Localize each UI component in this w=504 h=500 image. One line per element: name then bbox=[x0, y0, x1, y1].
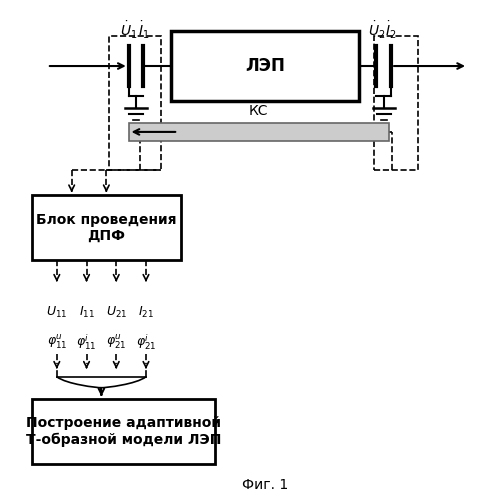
Text: $\varphi_{21}^{u}$: $\varphi_{21}^{u}$ bbox=[106, 333, 127, 350]
Text: $\varphi_{21}^{i}$: $\varphi_{21}^{i}$ bbox=[136, 332, 156, 351]
Text: $\varphi_{11}^{i}$: $\varphi_{11}^{i}$ bbox=[76, 332, 97, 351]
Text: $\dot{I}_2$: $\dot{I}_2$ bbox=[386, 20, 397, 41]
Text: $I_{21}$: $I_{21}$ bbox=[138, 304, 154, 320]
Text: $I_{11}$: $I_{11}$ bbox=[79, 304, 95, 320]
Text: КС: КС bbox=[249, 104, 269, 118]
Text: Построение адаптивной
Т-образной модели ЛЭП: Построение адаптивной Т-образной модели … bbox=[26, 416, 221, 447]
Bar bbox=[32, 196, 180, 260]
Bar bbox=[171, 31, 359, 101]
Text: Блок проведения
ДПФ: Блок проведения ДПФ bbox=[36, 212, 176, 242]
Bar bbox=[109, 36, 161, 170]
Text: $U_{21}$: $U_{21}$ bbox=[105, 304, 127, 320]
Text: $\dot{U}_2$: $\dot{U}_2$ bbox=[367, 20, 385, 41]
Bar bbox=[374, 36, 418, 170]
Text: $\dot{I}_1$: $\dot{I}_1$ bbox=[138, 20, 149, 41]
Text: $\dot{U}_1$: $\dot{U}_1$ bbox=[120, 20, 138, 41]
Text: $\varphi_{11}^{u}$: $\varphi_{11}^{u}$ bbox=[46, 333, 67, 350]
Bar bbox=[129, 123, 389, 140]
Bar bbox=[32, 399, 215, 464]
Text: ЛЭП: ЛЭП bbox=[245, 57, 285, 75]
Text: $U_{11}$: $U_{11}$ bbox=[46, 304, 68, 320]
Text: Фиг. 1: Фиг. 1 bbox=[242, 478, 288, 492]
